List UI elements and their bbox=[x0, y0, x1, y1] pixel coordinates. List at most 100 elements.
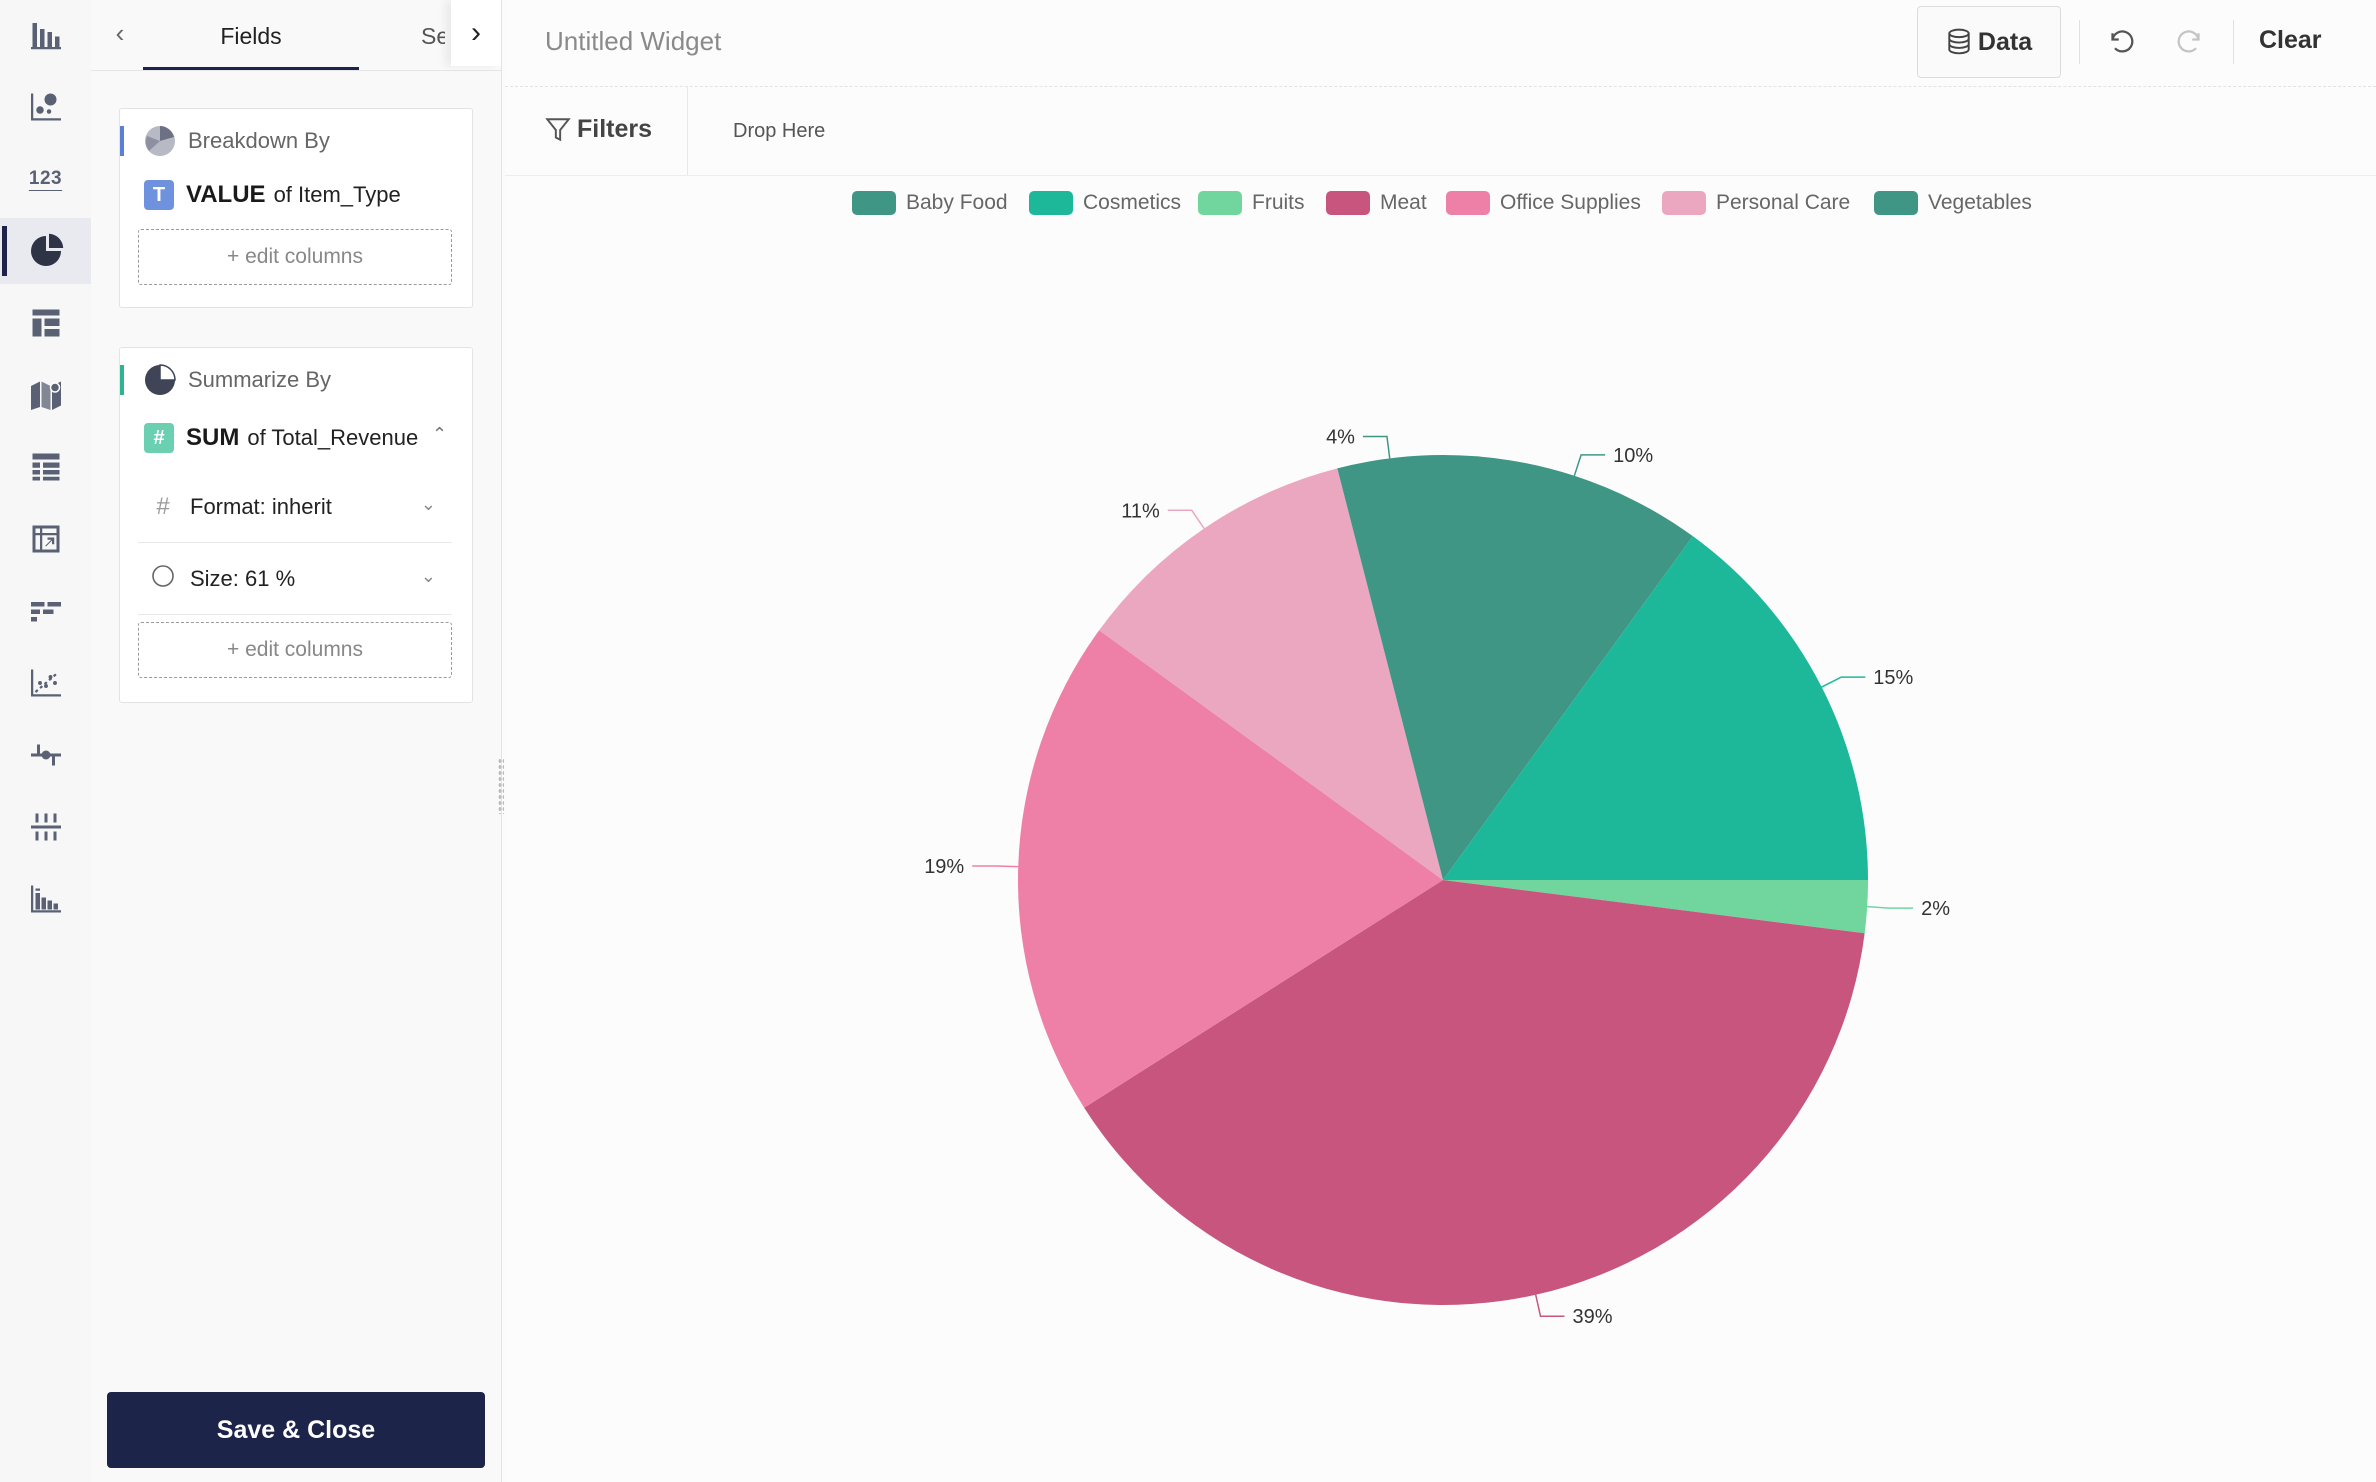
pie-slice[interactable] bbox=[1084, 880, 1865, 1305]
layout-table-type-button[interactable] bbox=[0, 290, 91, 356]
chevron-down-icon: ⌄ bbox=[420, 494, 436, 514]
layout-table-icon bbox=[32, 309, 59, 337]
trend-scatter-type-button[interactable] bbox=[0, 650, 91, 716]
legend-swatch bbox=[1029, 191, 1073, 215]
breakdown-by-title: Breakdown By bbox=[188, 128, 330, 153]
summarize-field[interactable]: # SUM of Total_Revenue bbox=[144, 420, 444, 456]
breakdown-pie-icon bbox=[145, 126, 175, 156]
breakdown-aggregation: VALUE bbox=[186, 181, 266, 208]
grid-table-type-button[interactable] bbox=[0, 434, 91, 500]
legend-item[interactable]: Office Supplies bbox=[1446, 188, 1641, 218]
legend-label: Baby Food bbox=[906, 191, 1008, 214]
slice-data-label: 19% bbox=[924, 856, 964, 878]
label-leader-line bbox=[972, 865, 1019, 868]
sliders-icon bbox=[30, 813, 61, 841]
sliders-type-button[interactable] bbox=[0, 794, 91, 860]
breakdown-by-card: Breakdown By T VALUE of Item_Type + edit… bbox=[119, 108, 473, 308]
legend-label: Office Supplies bbox=[1500, 191, 1641, 214]
legend-label: Meat bbox=[1380, 191, 1427, 214]
legend-item[interactable]: Baby Food bbox=[852, 188, 1008, 218]
panel-resize-handle[interactable] bbox=[498, 758, 504, 814]
legend-swatch bbox=[852, 191, 896, 215]
filter-drop-zone[interactable]: Drop Here bbox=[733, 120, 826, 142]
trend-scatter-icon bbox=[30, 669, 61, 697]
widget-title[interactable]: Untitled Widget bbox=[545, 26, 722, 56]
pie-chart: 10% 15% 2% 39% 19% 11% 4% bbox=[924, 427, 1950, 1329]
summarize-by-header: Summarize By bbox=[120, 362, 472, 398]
slice-data-label: 2% bbox=[1921, 898, 1950, 920]
pie-slice[interactable] bbox=[1443, 455, 1693, 880]
legend-label: Vegetables bbox=[1928, 191, 2032, 214]
chart-type-rail: 123 bbox=[0, 0, 92, 1482]
bar-chart-type-button[interactable] bbox=[0, 2, 91, 68]
pivot-table-type-button[interactable] bbox=[0, 506, 91, 572]
breakdown-by-header: Breakdown By bbox=[120, 123, 472, 159]
label-leader-line bbox=[1573, 454, 1606, 477]
legend-item[interactable]: Vegetables bbox=[1874, 188, 2032, 218]
filters-button[interactable]: Filters bbox=[545, 115, 652, 144]
pie-slice[interactable] bbox=[1099, 468, 1443, 880]
timeline-type-button[interactable] bbox=[0, 722, 91, 788]
save-close-button[interactable]: Save & Close bbox=[107, 1392, 485, 1468]
panel-tab-bar: ‹ Fields Se › bbox=[91, 0, 501, 71]
scatter-chart-type-button[interactable] bbox=[0, 74, 91, 140]
grid-table-icon bbox=[32, 453, 59, 481]
pie-slice[interactable] bbox=[1337, 455, 1443, 880]
summarize-accent-bar bbox=[120, 365, 124, 395]
size-option-row[interactable]: Size: 61 % ⌄ bbox=[138, 544, 452, 615]
database-icon bbox=[1948, 28, 1970, 55]
text-type-badge: T bbox=[144, 180, 174, 210]
chevron-left-icon[interactable]: ‹ bbox=[115, 17, 125, 48]
tab-fields[interactable]: Fields bbox=[143, 0, 359, 70]
funnel-bars-type-button[interactable] bbox=[0, 578, 91, 644]
chevron-down-icon: ⌄ bbox=[420, 566, 436, 586]
pie-slice[interactable] bbox=[1443, 880, 1868, 934]
pivot-table-icon bbox=[32, 525, 59, 553]
redo-icon[interactable] bbox=[2171, 22, 2211, 62]
circle-icon bbox=[148, 564, 178, 595]
legend-swatch bbox=[1662, 191, 1706, 215]
filter-divider bbox=[687, 87, 688, 175]
label-leader-line bbox=[1362, 435, 1391, 459]
slice-data-label: 15% bbox=[1873, 667, 1913, 689]
data-button[interactable]: Data bbox=[1917, 6, 2061, 78]
summarize-aggregation: SUM bbox=[186, 424, 240, 451]
summarize-edit-columns-button[interactable]: + edit columns bbox=[138, 622, 452, 678]
scatter-chart-icon bbox=[30, 93, 61, 121]
label-leader-line bbox=[1821, 676, 1866, 688]
toolbar-divider bbox=[2079, 20, 2080, 64]
map-type-button[interactable] bbox=[0, 362, 91, 428]
number-kpi-type-button[interactable]: 123 bbox=[0, 146, 91, 212]
legend-label: Fruits bbox=[1252, 191, 1305, 214]
filter-icon bbox=[545, 117, 571, 141]
label-leader-line bbox=[1867, 905, 1914, 909]
legend-item[interactable]: Cosmetics bbox=[1029, 188, 1181, 218]
summarize-by-card: Summarize By # SUM of Total_Revenue ⌃ # … bbox=[119, 347, 473, 703]
chevron-up-icon[interactable]: ⌃ bbox=[432, 424, 448, 444]
undo-icon[interactable] bbox=[2100, 22, 2140, 62]
histogram-icon bbox=[30, 885, 61, 913]
chevron-right-icon[interactable]: › bbox=[451, 0, 501, 66]
breakdown-field[interactable]: T VALUE of Item_Type bbox=[144, 177, 401, 213]
toolbar-divider bbox=[2233, 20, 2234, 64]
legend-item[interactable]: Personal Care bbox=[1662, 188, 1850, 218]
top-toolbar: Untitled Widget Data Clear bbox=[505, 0, 2376, 87]
tab-settings[interactable]: Se bbox=[421, 23, 445, 49]
legend-item[interactable]: Fruits bbox=[1198, 188, 1305, 218]
main-canvas: Untitled Widget Data Clear Filters Drop … bbox=[505, 0, 2376, 1482]
format-option-row[interactable]: # Format: inherit ⌄ bbox=[138, 472, 452, 543]
legend-item[interactable]: Meat bbox=[1326, 188, 1427, 218]
pie-chart-type-button[interactable] bbox=[0, 218, 91, 284]
number-type-badge: # bbox=[144, 423, 174, 453]
bar-chart-icon bbox=[30, 23, 61, 50]
histogram-type-button[interactable] bbox=[0, 866, 91, 932]
pie-slice[interactable] bbox=[1443, 536, 1868, 880]
label-leader-line bbox=[1167, 509, 1205, 529]
clear-button[interactable]: Clear bbox=[2259, 26, 2322, 54]
pie-slice[interactable] bbox=[1018, 630, 1443, 1108]
funnel-bars-icon bbox=[30, 602, 61, 622]
slice-data-label: 39% bbox=[1573, 1306, 1613, 1328]
breakdown-edit-columns-button[interactable]: + edit columns bbox=[138, 229, 452, 285]
size-option-label: Size: 61 % bbox=[190, 566, 296, 591]
timeline-icon bbox=[30, 744, 61, 766]
